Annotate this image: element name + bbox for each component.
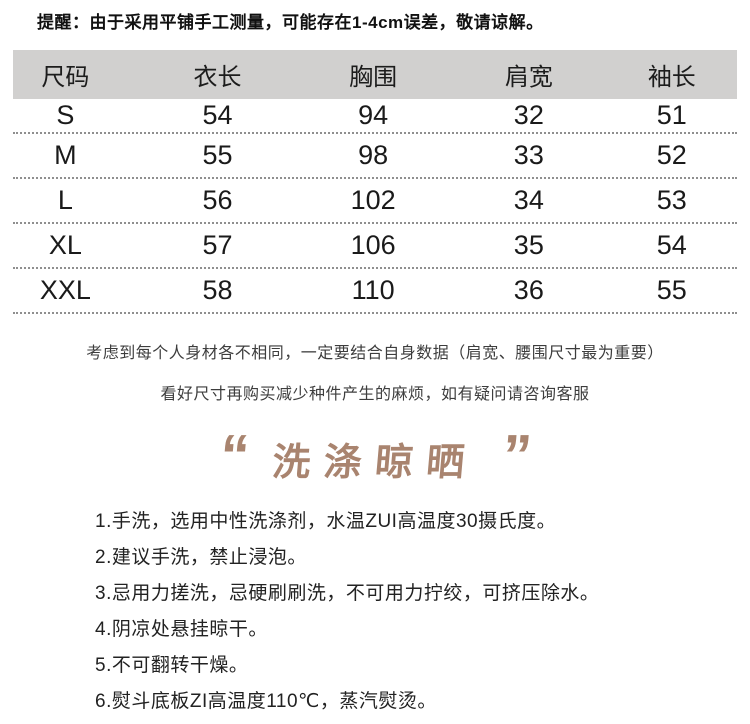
value-cell: 55	[202, 140, 233, 170]
table-row: S 54 94 32 51	[13, 99, 737, 134]
value-cell: 35	[513, 230, 544, 260]
fit-note-line: 看好尺寸再购买减少种件产生的麻烦，如有疑问请咨询客服	[160, 386, 590, 403]
size-table: 尺码 衣长 胸围 肩宽 袖长 S 54 94 32 51 M 55 98 33 …	[13, 50, 737, 314]
value-cell: 53	[656, 185, 687, 215]
value-cell: 51	[656, 100, 687, 130]
table-row: XL 57 106 35 54	[13, 224, 737, 269]
size-table-header-row: 尺码 衣长 胸围 肩宽 袖长	[13, 50, 737, 99]
care-instruction: 5.不可翻转干燥。	[95, 655, 249, 676]
column-header-shoulder: 肩宽	[504, 64, 553, 91]
size-cell: M	[54, 140, 77, 170]
value-cell: 54	[656, 230, 687, 260]
value-cell: 36	[513, 275, 544, 305]
value-cell: 57	[202, 230, 233, 260]
column-header-sleeve: 袖长	[647, 64, 696, 91]
value-cell: 56	[202, 185, 233, 215]
measurement-reminder: 提醒：由于采用平铺手工测量，可能存在1-4cm误差，敬请谅解。	[37, 13, 544, 32]
care-instruction: 1.手洗，选用中性洗涤剂，水温ZUI高温度30摄氏度。	[95, 511, 557, 532]
value-cell: 33	[513, 140, 544, 170]
care-instructions: 1.手洗，选用中性洗涤剂，水温ZUI高温度30摄氏度。 2.建议手洗，禁止浸泡。…	[95, 512, 710, 711]
fit-note-line: 考虑到每个人身材各不相同，一定要结合自身数据（肩宽、腰围尺寸最为重要）	[86, 345, 664, 362]
value-cell: 34	[513, 185, 544, 215]
value-cell: 106	[350, 230, 396, 260]
table-row: L 56 102 34 53	[13, 179, 737, 224]
care-instruction: 3.忌用力搓洗，忌硬刷刷洗，不可用力拧绞，可挤压除水。	[95, 583, 600, 604]
fit-notes: 考虑到每个人身材各不相同，一定要结合自身数据（肩宽、腰围尺寸最为重要） 看好尺寸…	[0, 339, 750, 404]
value-cell: 55	[656, 275, 687, 305]
care-instruction: 2.建议手洗，禁止浸泡。	[95, 547, 307, 568]
column-header-bust: 胸围	[349, 64, 398, 91]
value-cell: 52	[656, 140, 687, 170]
value-cell: 98	[358, 140, 389, 170]
care-title-text: 洗涤晾晒	[270, 442, 480, 484]
value-cell: 102	[350, 185, 396, 215]
care-section-title: “ 洗涤晾晒 ”	[217, 423, 535, 488]
value-cell: 58	[202, 275, 233, 305]
value-cell: 54	[202, 100, 233, 130]
column-header-size: 尺码	[41, 64, 90, 91]
column-header-length: 衣长	[193, 64, 242, 91]
size-cell: XL	[48, 230, 82, 260]
value-cell: 94	[358, 100, 389, 130]
value-cell: 110	[351, 275, 395, 305]
care-instruction: 4.阴凉处悬挂晾干。	[95, 619, 268, 640]
value-cell: 32	[513, 100, 544, 130]
table-row: M 55 98 33 52	[13, 134, 737, 179]
size-cell: L	[57, 185, 73, 215]
size-cell: S	[56, 100, 75, 130]
care-instruction: 6.熨斗底板ZI高温度110℃，蒸汽熨烫。	[95, 691, 437, 712]
table-row: XXL 58 110 36 55	[13, 269, 737, 314]
size-cell: XXL	[39, 275, 91, 305]
